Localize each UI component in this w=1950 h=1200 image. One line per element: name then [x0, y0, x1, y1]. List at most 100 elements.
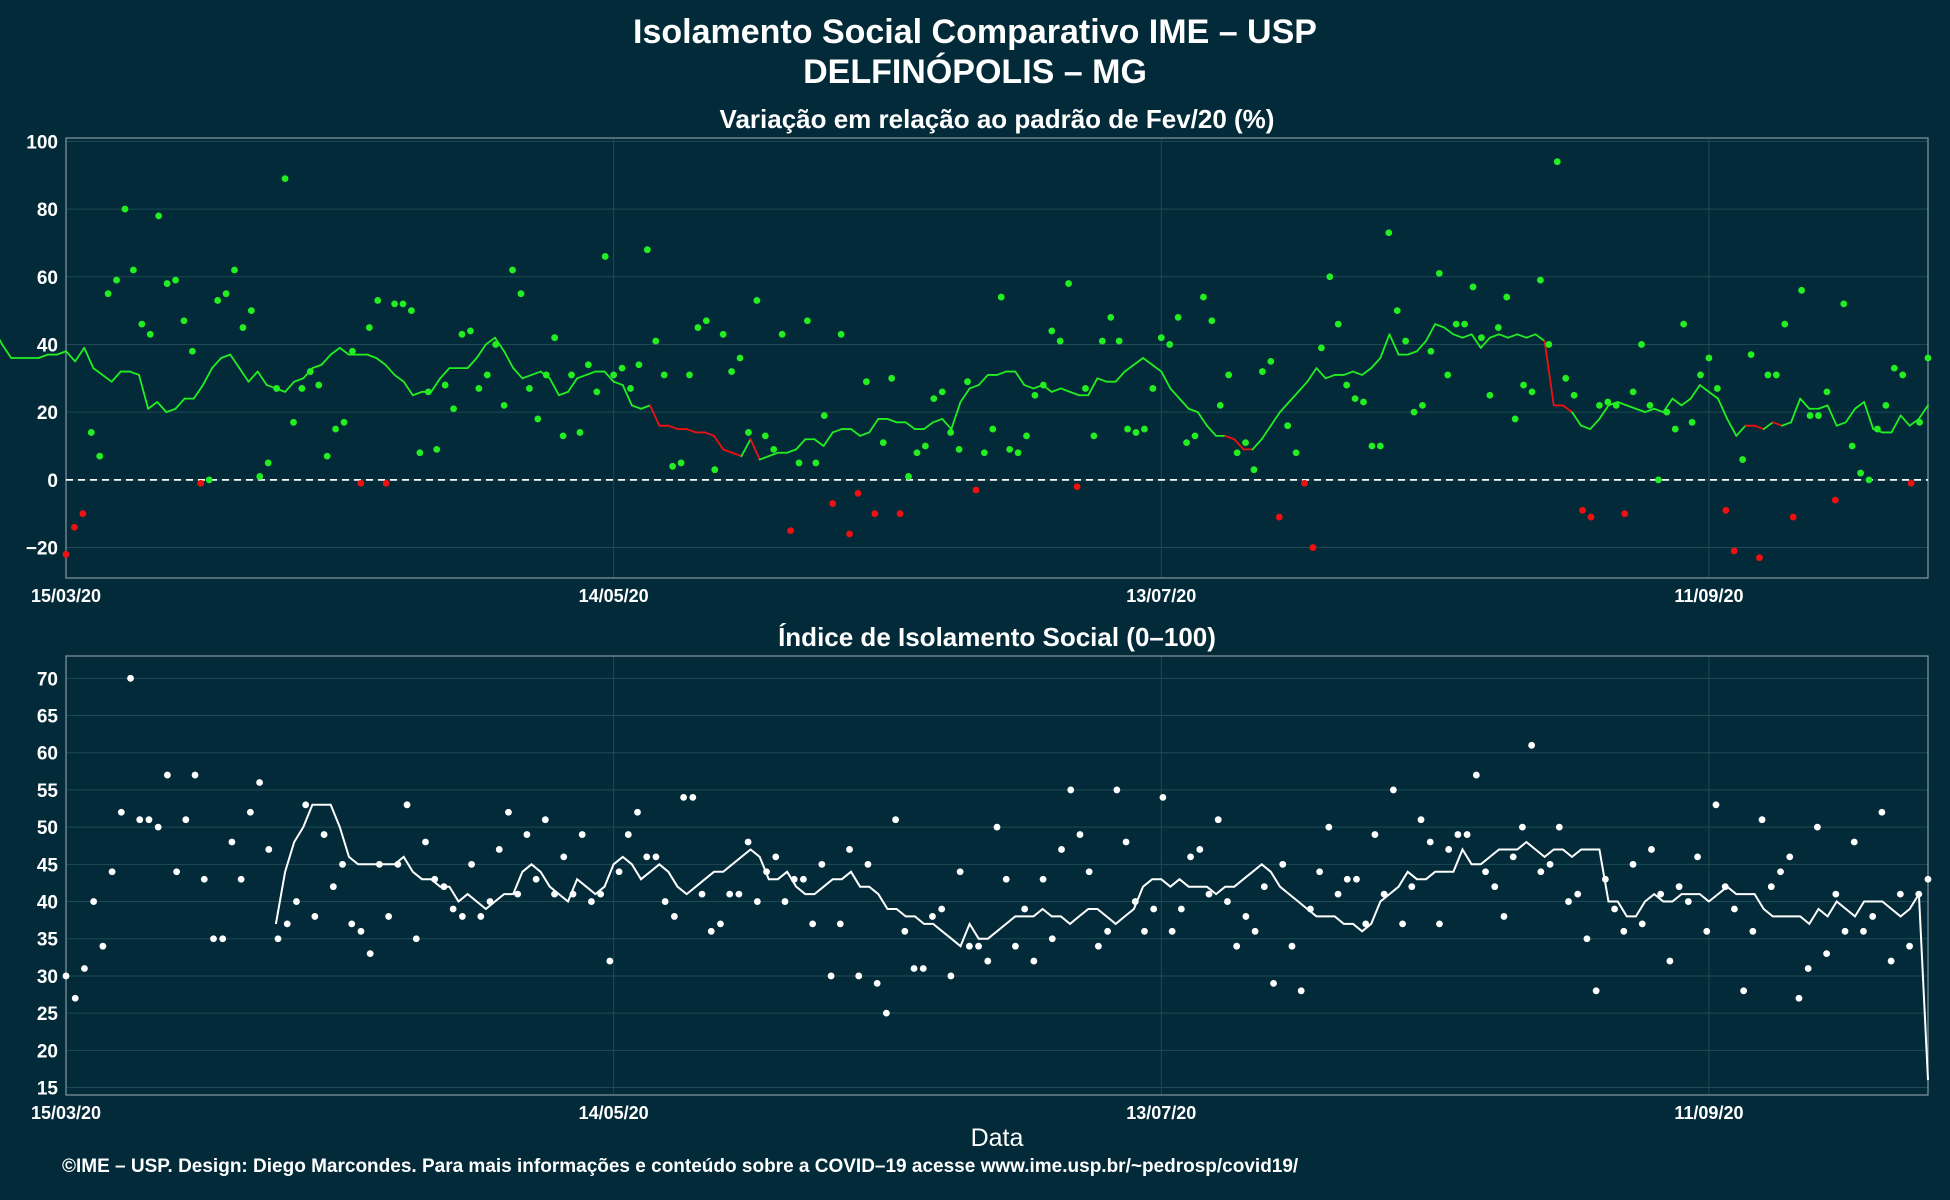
data-point — [514, 890, 522, 898]
x-tick-label: 13/07/20 — [1126, 1103, 1196, 1123]
moving-average-segment — [1799, 397, 1811, 410]
data-point — [509, 266, 516, 274]
data-point — [1537, 868, 1545, 876]
moving-average-segment — [1771, 421, 1783, 427]
data-point — [1657, 890, 1665, 898]
data-point — [357, 927, 365, 935]
moving-average-segment — [740, 438, 752, 458]
moving-average-segment — [466, 357, 478, 370]
data-point — [1150, 905, 1158, 913]
data-point — [237, 875, 245, 883]
data-point — [1326, 273, 1334, 281]
data-point — [180, 317, 188, 325]
data-point — [929, 913, 936, 920]
moving-average-segment — [631, 404, 642, 410]
data-point — [1915, 890, 1923, 898]
data-point — [1579, 506, 1586, 514]
data-point — [302, 801, 310, 809]
data-point — [694, 324, 702, 331]
data-point — [627, 385, 634, 392]
data-point — [1279, 860, 1287, 868]
moving-average-segment — [1616, 401, 1628, 407]
moving-average-segment — [202, 367, 213, 386]
data-point — [745, 429, 752, 436]
moving-average-segment — [731, 451, 743, 458]
data-point — [483, 371, 491, 379]
data-point — [382, 479, 390, 487]
x-tick-label: 15/03/20 — [31, 586, 101, 606]
data-point — [1082, 385, 1089, 392]
data-point — [191, 771, 199, 779]
moving-average-segment — [612, 380, 624, 386]
moving-average-segment — [238, 367, 250, 383]
data-point — [910, 965, 918, 972]
data-point — [329, 883, 337, 891]
data-point — [1781, 320, 1789, 328]
data-point — [1452, 320, 1460, 328]
data-point — [1023, 432, 1030, 440]
data-point — [707, 927, 715, 935]
moving-average-segment — [92, 367, 104, 376]
data-point — [1463, 831, 1471, 838]
moving-average-segment — [329, 346, 341, 356]
data-point — [1187, 853, 1194, 861]
moving-average-segment — [1059, 387, 1071, 393]
data-point — [441, 381, 449, 389]
data-point — [523, 831, 531, 838]
data-point — [1806, 412, 1814, 419]
data-point — [1907, 479, 1915, 487]
data-point — [1183, 439, 1190, 447]
moving-average-segment — [503, 350, 515, 370]
x-tick-label: 14/05/20 — [579, 1103, 649, 1123]
data-point — [332, 425, 340, 433]
data-point — [1021, 905, 1029, 913]
y-tick-label: 25 — [37, 1004, 59, 1025]
moving-average-segment — [1826, 404, 1838, 427]
data-point — [1671, 425, 1679, 433]
data-point — [1804, 965, 1812, 972]
moving-average-segment — [576, 374, 588, 380]
moving-average-segment — [1233, 438, 1245, 451]
moving-average-segment — [1635, 407, 1646, 414]
data-point — [228, 838, 236, 846]
data-point — [1857, 469, 1864, 477]
data-point — [624, 831, 632, 838]
moving-average-segment — [1260, 424, 1272, 441]
data-point — [1166, 341, 1174, 348]
data-point — [1454, 831, 1462, 838]
data-point — [1491, 883, 1499, 891]
data-point — [1832, 890, 1840, 898]
data-point — [542, 371, 550, 379]
moving-average-segment — [1753, 424, 1765, 430]
data-point — [790, 875, 798, 883]
moving-average-segment — [138, 374, 150, 410]
data-point — [477, 913, 485, 920]
moving-average-segment — [402, 380, 414, 397]
data-point — [1353, 875, 1360, 883]
data-point — [1408, 883, 1416, 891]
data-point — [458, 913, 466, 920]
data-point — [1478, 334, 1485, 342]
data-point — [1131, 898, 1139, 905]
footer-credit: ©IME – USP. Design: Diego Marcondes. Par… — [62, 1156, 1299, 1177]
data-point — [965, 942, 973, 950]
moving-average-segment — [1589, 418, 1601, 430]
data-point — [486, 898, 494, 905]
data-point — [593, 388, 601, 396]
data-point — [1705, 354, 1713, 362]
moving-average-segment — [37, 353, 49, 359]
data-point — [366, 950, 374, 958]
moving-average-segment — [904, 421, 916, 430]
data-point — [1731, 905, 1738, 913]
moving-average-segment — [567, 377, 579, 393]
data-point — [1251, 927, 1259, 935]
moving-average-segment — [548, 377, 560, 397]
moving-average-segment — [1415, 340, 1427, 353]
data-point — [182, 816, 190, 824]
data-point — [1482, 868, 1489, 876]
data-point — [615, 868, 623, 876]
moving-average-segment — [83, 346, 95, 370]
data-point — [1528, 388, 1536, 396]
data-point — [1174, 313, 1182, 321]
data-point — [374, 297, 382, 304]
